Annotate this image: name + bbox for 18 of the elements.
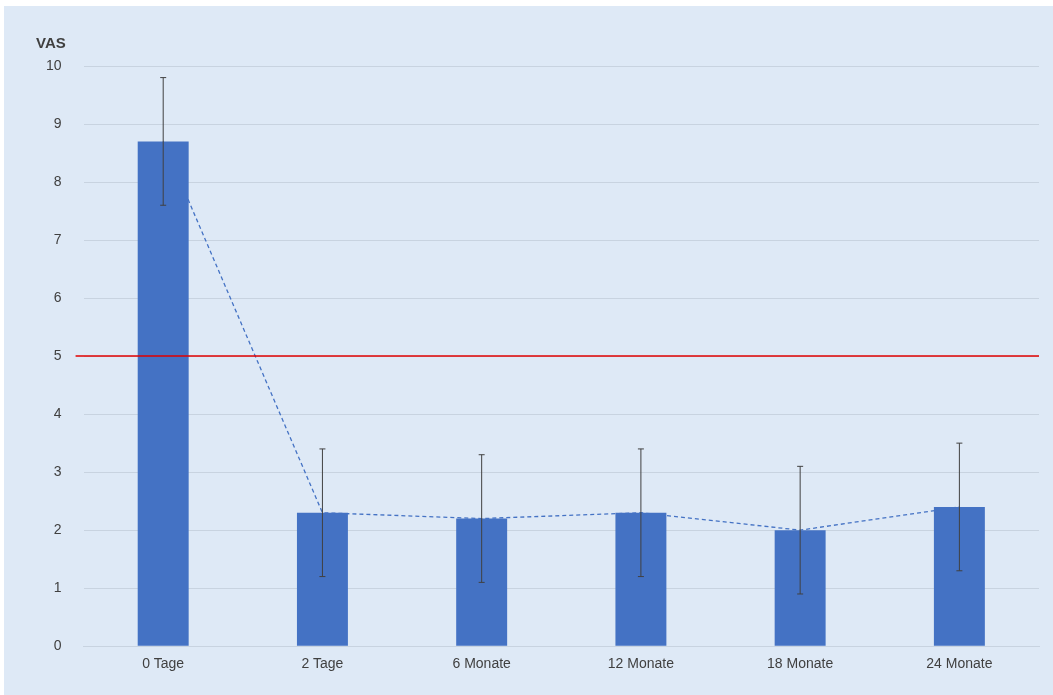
y-tick-label: 8 <box>53 172 62 189</box>
x-tick-label: 24 Monate <box>926 655 993 672</box>
y-tick-label: 4 <box>53 404 62 421</box>
y-tick-label: 0 <box>53 637 62 654</box>
x-tick-label: 18 Monate <box>767 655 834 672</box>
y-tick-label: 6 <box>53 288 62 305</box>
y-tick-label: 2 <box>53 521 62 538</box>
x-tick-label: 12 Monate <box>607 655 675 672</box>
y-tick-label: 9 <box>53 114 62 131</box>
x-tick-label: 6 Monate <box>452 655 512 672</box>
y-tick-label: 5 <box>53 346 62 363</box>
x-tick-label: 0 Tage <box>142 655 185 672</box>
y-tick-label: 3 <box>53 463 62 479</box>
x-tick-label: 2 Tage <box>301 655 344 672</box>
y-tick-label: 10 <box>45 56 62 73</box>
y-tick-label: 1 <box>53 579 62 596</box>
y-axis-title: VAS <box>36 34 66 51</box>
y-tick-label: 7 <box>53 230 62 247</box>
